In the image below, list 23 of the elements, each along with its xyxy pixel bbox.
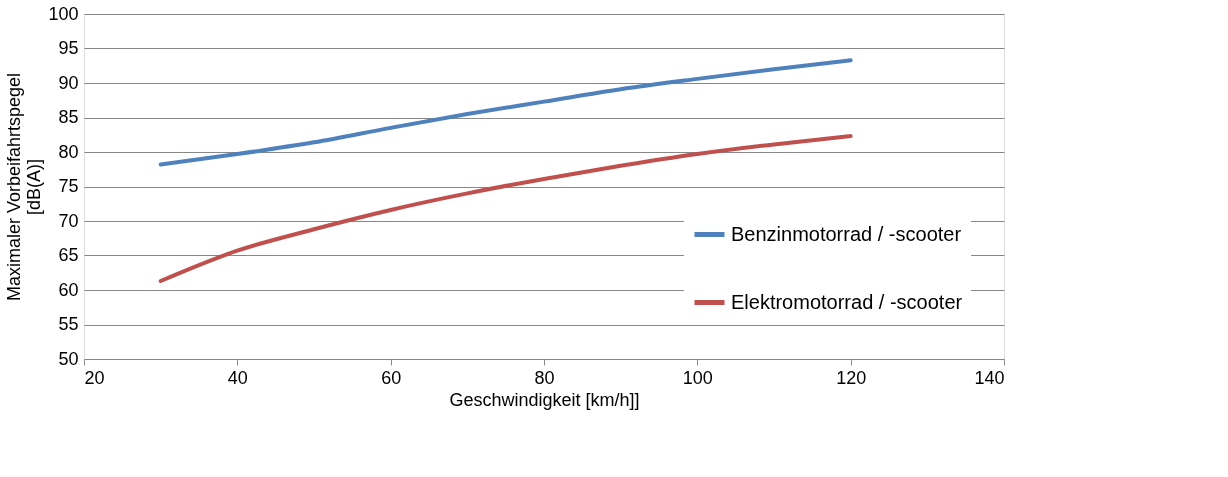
y-tick-label: 70 — [58, 210, 79, 231]
x-tick-label: 80 — [534, 367, 555, 388]
x-tick-label: 60 — [381, 367, 402, 388]
y-tick-label: 100 — [48, 3, 79, 24]
x-tick-label: 140 — [974, 367, 1005, 388]
y-tick-label: 80 — [58, 141, 79, 162]
y-tick-label: 50 — [58, 348, 79, 369]
y-tick-label: 75 — [58, 176, 79, 196]
y-tick-label: 90 — [58, 72, 79, 93]
y-tick-label: 60 — [58, 279, 79, 300]
line-series — [158, 58, 853, 167]
y-tick-label: 85 — [58, 107, 79, 127]
y-tick-label: 95 — [58, 38, 79, 58]
x-axis-title: Geschwindigkeit [km/h]] — [449, 389, 640, 410]
x-tick-label: 120 — [836, 367, 867, 388]
x-tick-label: 20 — [84, 367, 105, 388]
legend-label: Benzinmotorrad / -scooter — [731, 222, 962, 245]
legend-label: Elektromotorrad / -scooter — [731, 290, 963, 313]
y-tick-label: 65 — [58, 245, 79, 265]
x-tick-label: 40 — [227, 367, 248, 388]
x-tick-label: 100 — [682, 367, 713, 388]
y-tick-label: 55 — [58, 314, 79, 334]
y-axis-title: Maximaler Vorbeifahrtspegel [dB(A)] — [4, 72, 45, 302]
